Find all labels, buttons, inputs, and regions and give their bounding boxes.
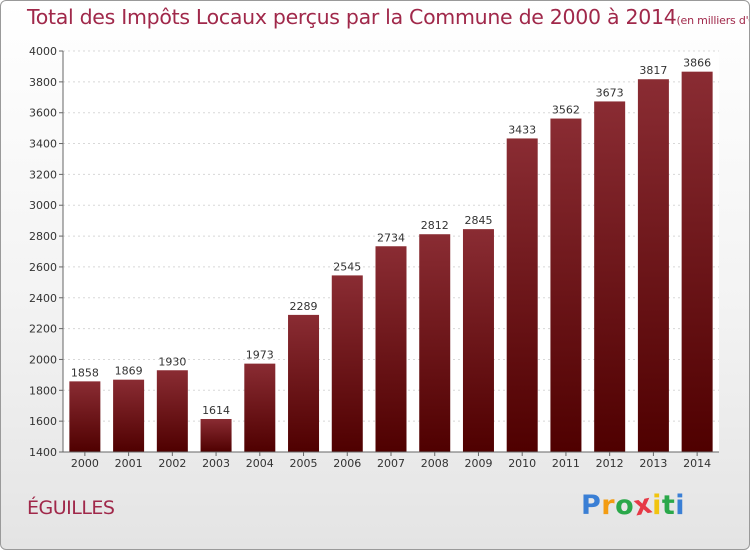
y-tick-label: 2800 [29,230,57,243]
bar [681,71,713,452]
bar [244,363,276,452]
y-tick-label: 4000 [29,45,57,58]
bar-value-label: 3817 [639,64,667,77]
y-tick-label: 3200 [29,168,57,181]
bar-value-label: 3866 [683,57,711,70]
x-tick-label: 2014 [683,457,711,470]
x-tick-label: 2001 [115,457,143,470]
logo-letter: r [601,490,616,521]
bar-value-label: 3433 [508,123,536,136]
bar [462,229,494,452]
proxiti-logo: Proxiti [581,488,686,522]
bar [69,381,101,452]
x-tick-label: 2005 [290,457,318,470]
bar-value-label: 1973 [246,349,274,362]
commune-name: ÉGUILLES [27,497,115,519]
logo-letter: i [675,490,686,521]
x-tick-label: 2006 [333,457,361,470]
x-tick-label: 2012 [596,457,624,470]
bar-value-label: 2289 [290,300,318,313]
logo-letter: t [661,490,676,521]
y-axis-ticks: 1400 1600 1800 2000 2200 2400 2600 2800 3000 3200… [29,45,63,459]
y-tick-label: 1400 [29,446,57,459]
x-tick-label: 2013 [639,457,667,470]
y-tick-label: 2000 [29,353,57,366]
x-tick-label: 2007 [377,457,405,470]
x-tick-label: 2010 [508,457,536,470]
x-tick-label: 2003 [202,457,230,470]
x-tick-label: 2004 [246,457,274,470]
x-tick-label: 2011 [552,457,580,470]
y-tick-label: 3800 [29,76,57,89]
bar [637,79,669,452]
bar [331,275,363,452]
y-tick-label: 3400 [29,138,57,151]
bar [113,379,145,452]
y-tick-label: 2400 [29,292,57,305]
y-tick-label: 1800 [29,384,57,397]
bar [156,370,188,452]
bar-value-label: 2545 [333,260,361,273]
bar [594,101,626,452]
bar-value-label: 3673 [596,86,624,99]
bar-value-label: 2734 [377,231,405,244]
bar [419,234,451,452]
y-tick-label: 3000 [29,199,57,212]
bar [506,138,538,452]
bar-value-label: 1869 [115,365,143,378]
logo-letter: P [581,490,602,521]
logo-letter: i [652,490,662,521]
y-tick-label: 3600 [29,107,57,120]
bar-value-labels: 1858 1869 1930 1614 1973 2289 2545 2734 2812 2845… [71,57,711,417]
chart-subtitle: (en milliers d'€) [676,14,749,27]
bar [375,246,407,452]
bar-value-label: 2812 [421,219,449,232]
y-tick-label: 1600 [29,415,57,428]
x-tick-label: 2002 [158,457,186,470]
y-tick-label: 2200 [29,323,57,336]
bar-value-label: 1930 [158,355,186,368]
bar-value-label: 3562 [552,104,580,117]
bar [288,314,320,452]
bar-value-label: 2845 [464,214,492,227]
x-axis-ticks: 2000 2001 2002 2003 2004 2005 2006 2007 2008 2009… [71,452,711,470]
bar-value-label: 1858 [71,366,99,379]
logo-letter: o [615,490,635,521]
y-tick-label: 2600 [29,261,57,274]
x-tick-label: 2009 [464,457,492,470]
bar [550,118,582,453]
bar [200,418,232,452]
bars [69,71,713,453]
chart-title-block: Total des Impôts Locaux perçus par la Co… [27,5,749,29]
chart-title: Total des Impôts Locaux perçus par la Co… [27,5,677,29]
x-tick-label: 2008 [421,457,449,470]
x-tick-label: 2000 [71,457,99,470]
bar-value-label: 1614 [202,404,230,417]
